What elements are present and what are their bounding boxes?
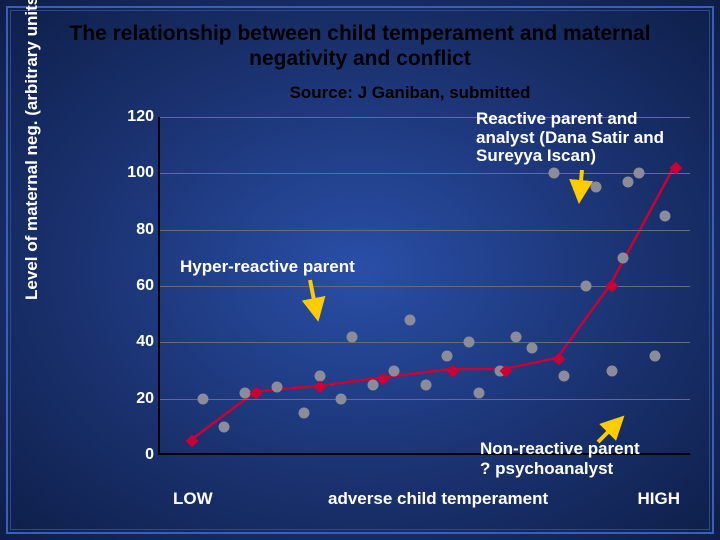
- scatter-point: [591, 182, 602, 193]
- y-tick-label: 120: [120, 108, 154, 126]
- scatter-point: [389, 365, 400, 376]
- scatter-point: [463, 337, 474, 348]
- annot-reactive: Reactive parent and analyst (Dana Satir …: [476, 110, 696, 166]
- x-axis-low: LOW: [173, 489, 213, 509]
- y-axis-label: Level of maternal neg. (arbitrary units): [22, 0, 42, 300]
- annot-hyper: Hyper-reactive parent: [180, 258, 355, 277]
- plot-area: [158, 117, 690, 455]
- grid-line: [160, 399, 690, 400]
- scatter-point: [617, 252, 628, 263]
- chart-area: LOW adverse child temperament HIGH 02040…: [120, 117, 690, 487]
- scatter-point: [548, 168, 559, 179]
- scatter-point: [421, 379, 432, 390]
- slide-root: The relationship between child temperame…: [0, 0, 720, 540]
- scatter-point: [633, 168, 644, 179]
- grid-line: [160, 230, 690, 231]
- scatter-point: [580, 281, 591, 292]
- scatter-point: [197, 393, 208, 404]
- scatter-point: [218, 421, 229, 432]
- scatter-point: [367, 379, 378, 390]
- y-tick-label: 40: [120, 333, 154, 351]
- scatter-point: [405, 314, 416, 325]
- slide-title: The relationship between child temperame…: [40, 22, 680, 72]
- scatter-point: [272, 382, 283, 393]
- x-axis-mid: adverse child temperament: [328, 489, 548, 509]
- scatter-point: [442, 351, 453, 362]
- scatter-point: [474, 388, 485, 399]
- grid-line: [160, 342, 690, 343]
- scatter-point: [335, 393, 346, 404]
- scatter-point: [623, 176, 634, 187]
- y-tick-label: 60: [120, 277, 154, 295]
- annot-nonreactive-1: Non-reactive parent: [480, 440, 640, 459]
- scatter-point: [607, 365, 618, 376]
- annot-nonreactive-2: ? psychoanalyst: [480, 460, 613, 479]
- scatter-point: [511, 331, 522, 342]
- scatter-point: [527, 342, 538, 353]
- grid-line: [160, 173, 690, 174]
- x-axis-high: HIGH: [638, 489, 681, 509]
- scatter-point: [346, 331, 357, 342]
- y-tick-label: 80: [120, 221, 154, 239]
- y-tick-label: 100: [120, 164, 154, 182]
- source-text: Source: J Ganiban, submitted: [120, 83, 700, 103]
- scatter-point: [298, 407, 309, 418]
- scatter-point: [649, 351, 660, 362]
- scatter-point: [660, 210, 671, 221]
- y-tick-label: 0: [120, 446, 154, 464]
- scatter-point: [559, 371, 570, 382]
- y-tick-label: 20: [120, 390, 154, 408]
